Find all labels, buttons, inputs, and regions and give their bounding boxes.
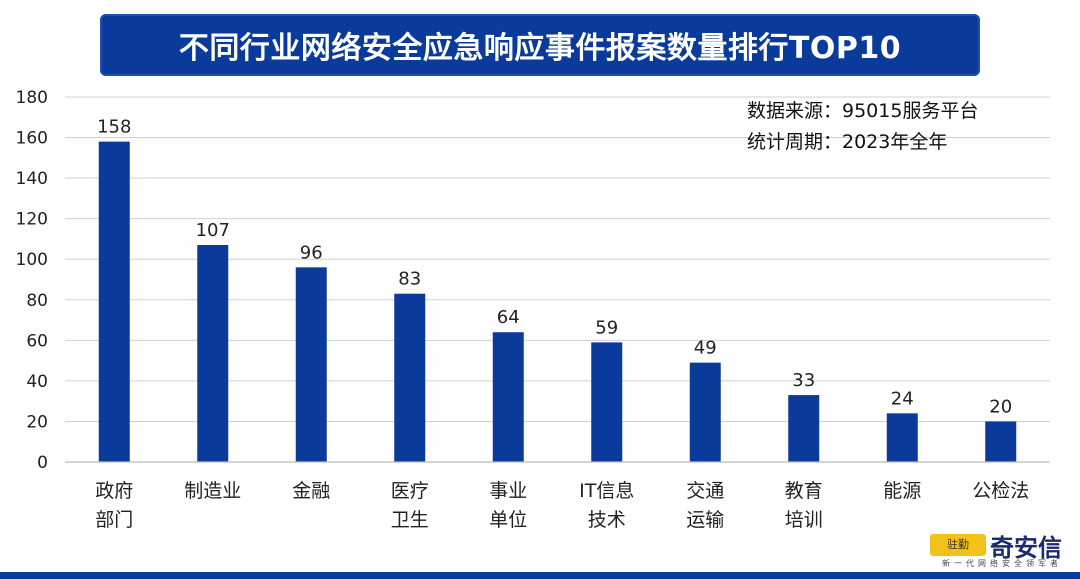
y-tick-label: 60 — [26, 331, 48, 351]
logo-name: 奇安信 — [990, 534, 1062, 562]
logo-mark-icon: 驻勤 — [930, 534, 986, 556]
data-label: 33 — [792, 370, 815, 391]
bar — [689, 362, 721, 462]
period-note: 统计周期：2023年全年 — [747, 131, 948, 153]
bar — [788, 395, 820, 462]
chart-title: 不同行业网络安全应急响应事件报案数量排行TOP10 — [178, 31, 902, 66]
bar — [492, 332, 524, 462]
y-tick-label: 140 — [16, 169, 48, 189]
data-label: 83 — [398, 269, 421, 290]
x-tick-label: 部门 — [95, 509, 133, 531]
data-label: 107 — [196, 220, 230, 241]
x-tick-label: 技术 — [588, 509, 626, 531]
y-tick-label: 40 — [26, 372, 48, 392]
x-tick-label: 能源 — [883, 480, 921, 502]
bar — [394, 293, 426, 462]
y-tick-label: 160 — [16, 129, 48, 149]
x-tick-label: 医疗 — [391, 480, 429, 502]
bottom-accent-bar — [0, 572, 1080, 579]
y-tick-label: 180 — [16, 88, 48, 108]
x-tick-label: IT信息 — [579, 480, 634, 502]
x-tick-label: 教育 — [785, 480, 823, 502]
data-label: 158 — [97, 117, 131, 138]
x-tick-label: 单位 — [489, 509, 527, 531]
y-tick-label: 0 — [37, 453, 48, 473]
y-tick-label: 100 — [16, 250, 48, 270]
logo-tagline: 新一代网络安全领军者 — [942, 559, 1062, 568]
x-tick-label: 卫生 — [391, 509, 429, 531]
data-label: 96 — [300, 242, 323, 263]
x-tick-label: 运输 — [686, 509, 724, 531]
bar — [98, 141, 130, 462]
bar — [295, 267, 327, 462]
x-tick-label: 事业 — [489, 480, 527, 502]
data-label: 64 — [497, 307, 520, 328]
y-tick-label: 80 — [26, 291, 48, 311]
data-label: 20 — [989, 396, 1012, 417]
data-label: 49 — [694, 338, 717, 359]
company-logo: 驻勤 奇安信 新一代网络安全领军者 — [930, 528, 1070, 572]
x-tick-label: 培训 — [785, 509, 823, 531]
y-tick-label: 20 — [26, 412, 48, 432]
bar — [591, 342, 623, 462]
bar — [197, 245, 229, 462]
bar — [985, 421, 1017, 462]
x-tick-label: 公检法 — [972, 480, 1029, 502]
chart-title-banner: 不同行业网络安全应急响应事件报案数量排行TOP10 — [100, 14, 980, 76]
x-tick-label: 政府 — [95, 480, 133, 502]
x-tick-label: 金融 — [292, 480, 330, 502]
data-source-note: 数据来源：95015服务平台 — [747, 100, 979, 122]
data-label: 59 — [595, 317, 618, 338]
bar — [886, 413, 918, 462]
y-tick-label: 120 — [16, 210, 48, 230]
data-label: 24 — [891, 388, 914, 409]
x-tick-label: 交通 — [686, 480, 724, 502]
x-tick-label: 制造业 — [184, 480, 241, 502]
